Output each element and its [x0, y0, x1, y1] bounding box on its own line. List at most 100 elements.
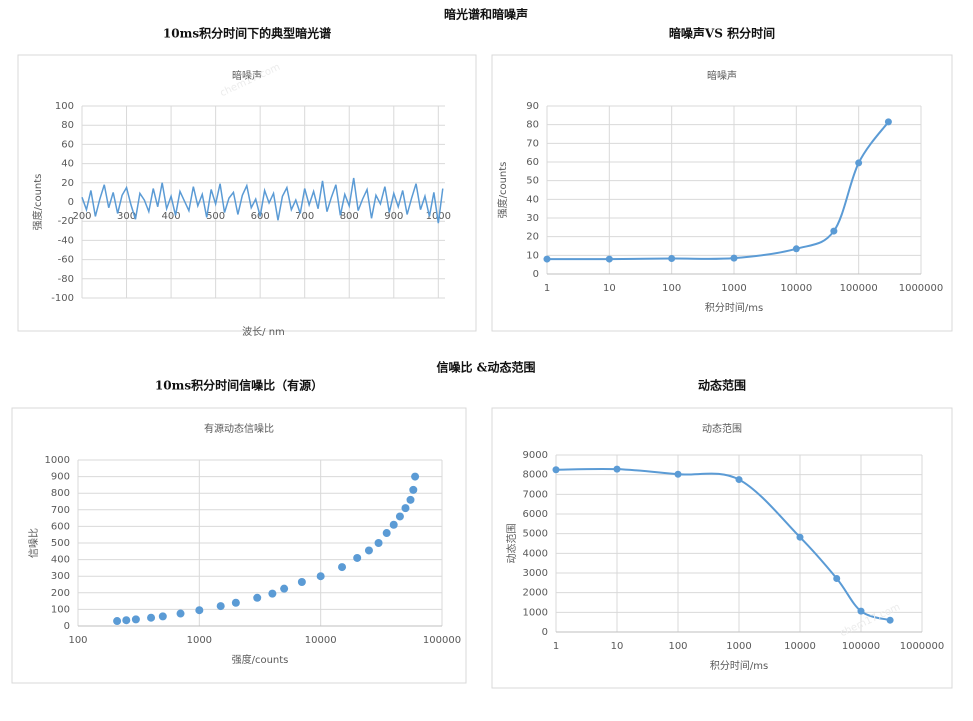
y-tick-label: 900 [51, 472, 70, 483]
y-tick-label: 70 [526, 138, 539, 149]
chart-panel [17, 54, 477, 332]
data-point [158, 612, 167, 621]
data-point [401, 504, 410, 513]
data-point [857, 607, 865, 615]
chart-title: 有源动态信噪比 [204, 422, 274, 435]
data-point [735, 476, 743, 484]
data-point [613, 465, 621, 473]
y-tick-label: 40 [61, 159, 74, 170]
y-tick-label: 7000 [523, 489, 548, 500]
chart-title: 暗噪声 [232, 69, 262, 82]
x-tick-label: 1000 [187, 635, 212, 646]
x-tick-label: 1 [553, 641, 559, 652]
y-tick-label: -20 [58, 216, 74, 227]
y-tick-label: 1000 [45, 455, 70, 466]
y-axis-label: 强度/counts [496, 162, 509, 219]
data-point [543, 255, 551, 263]
data-point [268, 589, 277, 598]
x-tick-label: 100 [668, 641, 687, 652]
x-tick-label: 400 [162, 211, 181, 222]
y-tick-label: 500 [51, 538, 70, 549]
y-tick-label: 90 [526, 101, 539, 112]
x-tick-label: 500 [206, 211, 225, 222]
chart-panel [491, 54, 953, 332]
y-tick-label: 400 [51, 555, 70, 566]
x-tick-label: 900 [384, 211, 403, 222]
y-axis-label: 动态范围 [505, 524, 518, 564]
section-title: 暗光谱和暗噪声 [444, 7, 528, 22]
data-point [147, 613, 156, 622]
y-axis-label: 强度/counts [31, 174, 44, 231]
y-tick-label: 60 [526, 157, 539, 168]
y-tick-label: 5000 [523, 529, 548, 540]
data-point [382, 529, 391, 538]
y-axis-label: 信噪比 [28, 528, 40, 558]
data-point [338, 563, 347, 572]
x-tick-label: 100 [68, 635, 87, 646]
data-point [833, 575, 841, 583]
chart-heading: 暗噪声VS 积分时间 [669, 26, 775, 41]
data-point [855, 159, 863, 167]
data-point [830, 227, 838, 235]
data-point [406, 495, 415, 504]
x-tick-label: 1 [544, 283, 550, 294]
data-point [231, 598, 240, 607]
y-tick-label: 60 [61, 139, 74, 150]
data-point [122, 616, 131, 625]
y-tick-label: 50 [526, 176, 539, 187]
y-tick-label: -80 [58, 274, 74, 285]
data-point [389, 520, 398, 529]
y-tick-label: 600 [51, 521, 70, 532]
data-point [409, 485, 418, 494]
data-point [216, 602, 225, 611]
x-tick-label: 100000 [423, 635, 461, 646]
data-point [668, 255, 676, 263]
data-point [280, 584, 289, 593]
y-tick-label: 800 [51, 488, 70, 499]
x-tick-label: 1000 [426, 211, 451, 222]
y-tick-label: 200 [51, 588, 70, 599]
x-tick-label: 10 [603, 283, 616, 294]
x-tick-label: 300 [117, 211, 136, 222]
data-point [195, 606, 204, 615]
y-tick-label: 10 [526, 250, 539, 261]
data-point [176, 609, 185, 618]
data-point [353, 553, 362, 562]
x-tick-label: 10000 [780, 283, 812, 294]
x-tick-label: 1000000 [900, 641, 945, 652]
y-tick-label: 2000 [523, 588, 548, 599]
x-axis-label: 积分时间/ms [710, 659, 768, 672]
y-tick-label: 700 [51, 505, 70, 516]
y-tick-label: 30 [526, 213, 539, 224]
y-tick-label: 0 [64, 621, 70, 632]
y-tick-label: 80 [61, 120, 74, 131]
data-point [131, 615, 140, 624]
data-point [730, 254, 738, 262]
section-title: 信噪比 &动态范围 [436, 360, 535, 375]
y-tick-label: 3000 [523, 568, 548, 579]
data-point [253, 593, 262, 602]
data-point [884, 118, 892, 126]
series-line [546, 121, 890, 261]
data-point [316, 572, 325, 581]
y-tick-label: 0 [542, 627, 548, 638]
y-tick-label: 4000 [523, 548, 548, 559]
y-tick-label: 80 [526, 120, 539, 131]
chart-heading: 动态范围 [698, 378, 746, 393]
data-point [113, 617, 122, 626]
chart-panel [11, 407, 467, 684]
y-tick-label: -60 [58, 255, 74, 266]
y-tick-label: 300 [51, 571, 70, 582]
y-tick-label: 1000 [523, 607, 548, 618]
data-point [297, 578, 306, 587]
series-line [555, 467, 891, 622]
chart-panel [491, 407, 953, 689]
chart-heading: 10ms积分时间下的典型暗光谱 [163, 26, 331, 41]
data-point [792, 245, 800, 253]
chart-heading: 10ms积分时间信噪比（有源） [155, 378, 323, 393]
y-tick-label: 0 [68, 197, 74, 208]
data-point [796, 533, 804, 541]
chart-title: 动态范围 [702, 422, 742, 435]
x-tick-label: 100000 [842, 641, 880, 652]
